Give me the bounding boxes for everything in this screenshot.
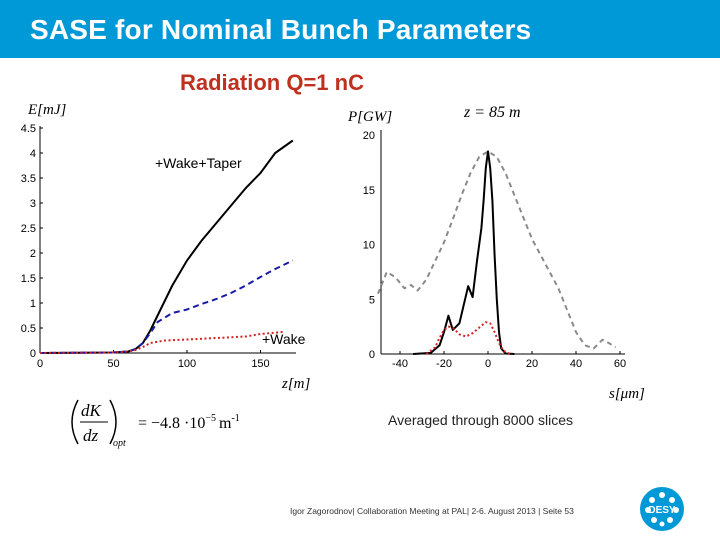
energy-y-tick-label: 2	[30, 248, 36, 260]
energy-y-tick-label: 0.5	[21, 323, 36, 335]
energy-x-tick-label: 0	[37, 358, 43, 370]
power-y-tick-label: 15	[363, 185, 375, 197]
power-y-tick-label: 5	[369, 294, 375, 306]
power-y-axis-label: P[GW]	[347, 109, 392, 125]
power-x-tick-label: -40	[392, 358, 408, 370]
power-y-tick-label: 0	[369, 349, 375, 361]
energy-y-tick-label: 1	[30, 298, 36, 310]
formula-equals: = −4.8 ·10−5 m-1	[138, 413, 240, 432]
annotation-wake-taper: +Wake+Taper	[155, 155, 242, 171]
power-chart-title: z = 85 m	[463, 104, 521, 121]
energy-y-tick-label: 2.5	[21, 223, 36, 235]
optimal-taper-formula: dK dz opt = −4.8 ·10−5 m-1	[71, 399, 240, 449]
energy-series-line	[39, 259, 294, 354]
energy-x-tick-label: 150	[251, 358, 269, 370]
energy-x-axis-label: z[m]	[281, 376, 311, 392]
energy-y-tick-label: 3	[30, 198, 36, 210]
page-title: SASE for Nominal Bunch Parameters	[30, 14, 532, 45]
formula-subscript: opt	[113, 438, 126, 449]
power-series-line	[377, 150, 617, 350]
power-y-tick-label: 20	[363, 130, 375, 142]
power-x-tick-label: 40	[570, 358, 582, 370]
footer-text: Igor Zagorodnov| Collaboration Meeting a…	[290, 506, 574, 516]
slide-subtitle: Radiation Q=1 nC	[180, 70, 364, 95]
energy-y-axis-label: E[mJ]	[27, 102, 66, 118]
energy-series-line	[39, 139, 294, 354]
energy-y-tick-label: 0	[30, 348, 36, 360]
formula-denominator: dz	[83, 426, 99, 445]
energy-x-tick-label: 50	[107, 358, 119, 370]
energy-x-tick-label: 100	[178, 358, 196, 370]
energy-y-tick-label: 3.5	[21, 173, 36, 185]
desy-logo: DESY	[640, 487, 684, 531]
power-x-tick-label: -20	[436, 358, 452, 370]
energy-y-tick-label: 1.5	[21, 273, 36, 285]
power-x-axis-label: s[μm]	[609, 386, 645, 402]
power-y-tick-label: 10	[363, 240, 375, 252]
energy-y-tick-label: 4	[30, 148, 36, 160]
power-x-tick-label: 20	[526, 358, 538, 370]
power-chart: P[GW] s[μm] z = 85 m 0 5 10 15 20 -40 -20 0 20 40…	[347, 104, 645, 402]
desy-logo-text: DESY	[648, 505, 676, 516]
power-x-tick-label: 60	[614, 358, 626, 370]
power-series-line	[425, 321, 511, 355]
formula-numerator: dK	[81, 401, 103, 420]
energy-series-line	[39, 331, 283, 354]
power-series-line	[413, 150, 515, 355]
power-x-tick-label: 0	[485, 358, 491, 370]
annotation-wake: +Wake	[262, 331, 306, 347]
title-bar: SASE for Nominal Bunch Parameters	[0, 0, 720, 58]
energy-y-tick-label: 4.5	[21, 123, 36, 135]
energy-chart: E[mJ] z[m] +Wake+Taper +Wake 0 0.5 1 1.5 2 2.…	[21, 102, 311, 392]
averaging-note: Averaged through 8000 slices	[388, 412, 573, 428]
